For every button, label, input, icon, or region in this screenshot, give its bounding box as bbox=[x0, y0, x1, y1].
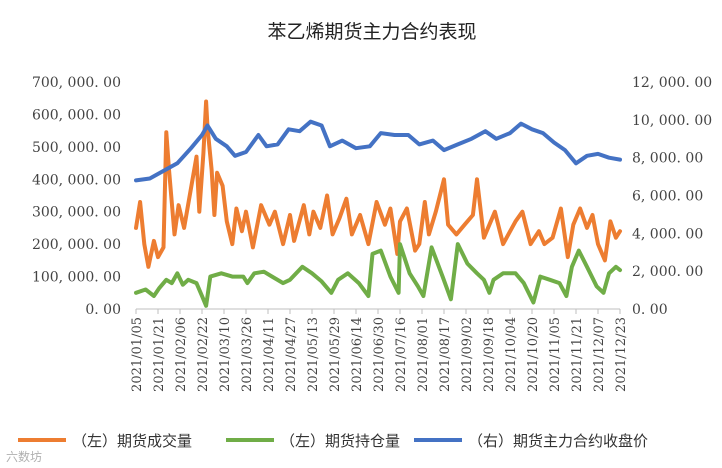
y-left-tick-label: 700, 000. 00 bbox=[32, 75, 121, 91]
x-tick-label: 2021/09/02 bbox=[460, 317, 475, 392]
legend-label-close-price: （右）期货主力合约收盘价 bbox=[468, 432, 648, 450]
x-axis: 2021/01/05 2021/01/21 2021/02/06 2021/02/22… bbox=[130, 309, 629, 392]
y-left-tick-label: 200, 000. 00 bbox=[32, 237, 121, 253]
y-left-tick-label: 0. 00 bbox=[85, 302, 121, 318]
x-tick-label: 2021/06/14 bbox=[350, 317, 365, 392]
x-tick-label: 2021/08/01 bbox=[416, 317, 431, 392]
x-tick-label: 2021/05/29 bbox=[328, 317, 343, 392]
x-tick-label: 2021/04/27 bbox=[284, 317, 299, 392]
x-tick-label: 2021/01/05 bbox=[130, 317, 145, 392]
y-left-tick-label: 100, 000. 00 bbox=[32, 270, 121, 286]
plot-area bbox=[134, 99, 622, 308]
x-tick-label: 2021/09/18 bbox=[482, 317, 497, 392]
x-tick-label: 2021/07/16 bbox=[394, 317, 409, 392]
x-tick-label: 2021/01/21 bbox=[152, 317, 167, 392]
x-tick-label: 2021/10/04 bbox=[504, 317, 519, 392]
y-left-tick-label: 300, 000. 00 bbox=[32, 205, 121, 221]
x-tick-label: 2021/10/20 bbox=[526, 317, 541, 392]
series-line-volume bbox=[134, 99, 622, 269]
y-right-tick-label: 2, 000. 00 bbox=[632, 264, 703, 280]
y-axis-right: 12, 000. 00 10, 000. 00 8, 000. 00 6, 000. … bbox=[632, 75, 712, 318]
x-tick-label: 2021/05/13 bbox=[306, 317, 321, 392]
legend-label-volume: （左）期货成交量 bbox=[72, 432, 192, 450]
series-line-close-price bbox=[134, 119, 622, 183]
x-tick-label: 2021/02/22 bbox=[196, 317, 211, 392]
y-axis-left: 700, 000. 00 600, 000. 00 500, 000. 00 400,… bbox=[32, 75, 121, 318]
x-tick-label: 2021/12/07 bbox=[592, 317, 607, 392]
y-right-tick-label: 10, 000. 00 bbox=[632, 113, 712, 129]
legend-label-open-interest: （左）期货持仓量 bbox=[280, 432, 400, 450]
legend: （左）期货成交量 （左）期货持仓量 （右）期货主力合约收盘价 bbox=[18, 432, 648, 450]
x-tick-label: 2021/11/05 bbox=[548, 317, 563, 392]
x-tick-label: 2021/11/21 bbox=[570, 317, 585, 392]
x-tick-label: 2021/06/30 bbox=[372, 317, 387, 392]
y-left-tick-label: 400, 000. 00 bbox=[32, 172, 121, 188]
x-tick-label: 2021/12/23 bbox=[614, 317, 629, 392]
chart-title: 苯乙烯期货主力合约表现 bbox=[267, 21, 476, 43]
y-left-tick-label: 600, 000. 00 bbox=[32, 107, 121, 123]
x-tick-label: 2021/03/10 bbox=[218, 317, 233, 392]
x-tick-label: 2021/04/11 bbox=[262, 317, 277, 392]
y-right-tick-label: 0. 00 bbox=[632, 302, 668, 318]
x-tick-label: 2021/03/26 bbox=[240, 317, 255, 392]
y-right-tick-label: 12, 000. 00 bbox=[632, 75, 712, 91]
watermark: 六数坊 bbox=[6, 449, 42, 464]
y-left-tick-label: 500, 000. 00 bbox=[32, 140, 121, 156]
y-right-tick-label: 8, 000. 00 bbox=[632, 151, 703, 167]
y-right-tick-label: 4, 000. 00 bbox=[632, 226, 703, 242]
x-tick-label: 2021/08/17 bbox=[438, 317, 453, 392]
series-line-open-interest bbox=[134, 242, 622, 308]
x-tick-label: 2021/02/06 bbox=[174, 317, 189, 392]
y-right-tick-label: 6, 000. 00 bbox=[632, 189, 703, 205]
